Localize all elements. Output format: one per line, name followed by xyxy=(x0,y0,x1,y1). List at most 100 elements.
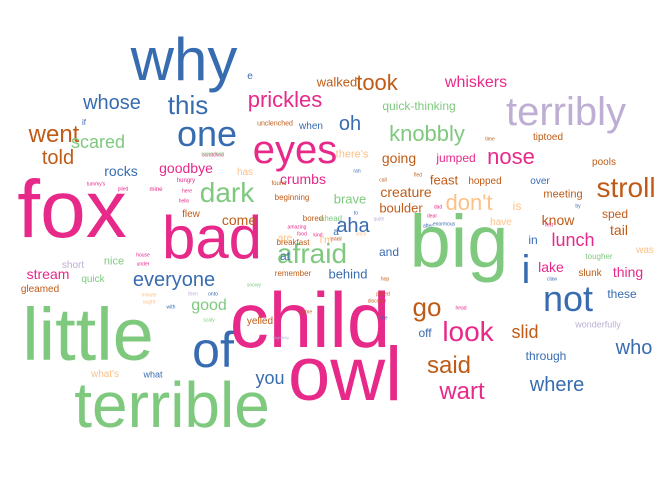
word-is: is xyxy=(512,199,522,213)
word-little: little xyxy=(22,293,154,376)
word-short: short xyxy=(61,260,85,271)
word-snowy: snowy xyxy=(246,282,262,289)
word-hello: hello xyxy=(178,198,190,205)
word-took: took xyxy=(356,70,398,95)
word-dark: dark xyxy=(199,177,255,208)
word-walked: walked xyxy=(316,74,358,90)
word-told: told xyxy=(41,147,75,169)
word-quick: quick xyxy=(81,274,105,285)
word-look: look xyxy=(442,316,494,347)
word-knobbly: knobbly xyxy=(389,121,465,146)
word-under: under xyxy=(136,261,150,268)
word-go: go xyxy=(412,292,442,322)
word-with: with xyxy=(166,304,176,311)
word-poked: poked xyxy=(376,291,390,298)
word-pools: pools xyxy=(592,157,616,168)
word-ran: ran xyxy=(353,168,361,175)
word-one: one xyxy=(176,113,238,154)
word-to: to xyxy=(353,210,359,217)
word-over: over xyxy=(530,176,550,187)
word-kind: kind xyxy=(313,232,323,239)
word-fox: fox xyxy=(17,164,127,255)
word-in: in xyxy=(528,233,538,247)
word-discover: discover xyxy=(367,298,387,305)
word-of: of xyxy=(192,322,234,378)
word-first: first xyxy=(544,222,554,229)
word-who: who xyxy=(615,337,653,359)
word-minute: minute xyxy=(141,292,157,299)
word-came: came xyxy=(299,309,313,316)
word-going: going xyxy=(381,150,417,166)
word-was: was xyxy=(636,245,654,256)
word-whose: whose xyxy=(83,92,141,114)
word-what-s: what's xyxy=(90,369,120,380)
word-know: know xyxy=(541,212,575,228)
word-dear: dear xyxy=(426,213,438,220)
word-time: time xyxy=(485,136,495,143)
word-are: are xyxy=(277,233,293,244)
word-scaly: scaly xyxy=(203,317,215,324)
word-meeting: meeting xyxy=(543,188,583,201)
word-remember: remember xyxy=(274,269,312,278)
word-onto: onto xyxy=(208,291,218,298)
word-hop: hop xyxy=(380,276,390,283)
word-yelled: yelled xyxy=(246,316,274,327)
word-aha: aha xyxy=(336,215,370,237)
word-at: at xyxy=(279,249,291,263)
word-feast: feast xyxy=(429,172,459,188)
word-creature: creature xyxy=(380,184,432,200)
word-house: house xyxy=(136,252,150,259)
word-don-t: don't xyxy=(445,190,493,215)
word-once: once xyxy=(355,231,367,238)
word-why: why xyxy=(130,26,238,93)
word-scared: scared xyxy=(70,132,126,152)
word-beginning: beginning xyxy=(274,193,310,202)
word-you: you xyxy=(255,368,285,388)
word-afraid: afraid xyxy=(276,238,348,269)
word-plied: plied xyxy=(117,186,129,193)
word-know: know xyxy=(330,236,342,243)
word-stroll: stroll xyxy=(596,172,656,203)
word-scratched: scratched xyxy=(202,152,224,159)
word-claw: claw xyxy=(546,276,558,283)
word-food: food xyxy=(297,231,307,238)
word-not: not xyxy=(542,278,594,319)
word-wonderfully: wonderfully xyxy=(575,319,621,330)
word-boulder: boulder xyxy=(379,200,423,216)
word-what: what xyxy=(143,369,163,380)
word-mine: mine xyxy=(149,187,163,193)
word-by: by xyxy=(575,203,581,210)
word-behind: behind xyxy=(328,266,368,282)
word-scaredest: scaredest xyxy=(201,151,223,158)
word-where: where xyxy=(529,374,585,396)
word-child: child xyxy=(229,276,391,364)
word-dad: dad xyxy=(433,204,443,211)
word-quite: quite xyxy=(373,216,385,223)
word-then: then xyxy=(188,291,198,298)
word-big: big xyxy=(409,200,509,283)
word-breakfast: breakfast xyxy=(276,238,310,247)
word-here: here xyxy=(181,188,193,195)
word-tummy-s: tummy's xyxy=(86,181,106,188)
word-prickles: prickles xyxy=(247,87,323,112)
word-thing: thing xyxy=(612,264,644,280)
word-eyes: eyes xyxy=(252,128,338,172)
word-hopped: hopped xyxy=(468,176,502,187)
word-tail: tail xyxy=(610,222,628,238)
word-fled: fled xyxy=(413,172,423,179)
word-crumbs: crumbs xyxy=(280,171,326,187)
word-this: this xyxy=(167,90,209,120)
word-bad: bad xyxy=(161,204,263,271)
word-ought: ought xyxy=(142,299,156,306)
word-small: small xyxy=(330,236,342,243)
word-ahead: ahead xyxy=(319,214,343,223)
word-call: call xyxy=(379,177,387,184)
word-owl: owl xyxy=(287,332,403,417)
word-wart: wart xyxy=(439,378,485,405)
word-jumped: jumped xyxy=(436,151,476,165)
word-if: if xyxy=(82,118,86,127)
word-nose: nose xyxy=(487,144,535,169)
word-these: these xyxy=(607,287,637,301)
word-the: the xyxy=(380,315,388,322)
